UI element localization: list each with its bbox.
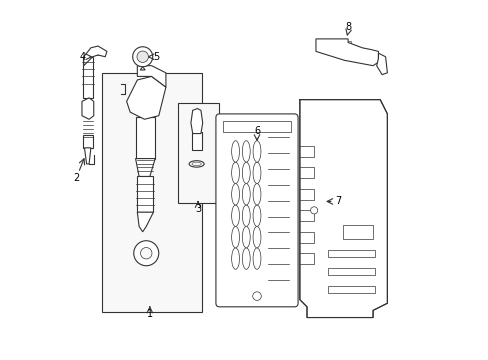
Text: 6: 6: [253, 126, 260, 136]
Bar: [137, 176, 153, 212]
Ellipse shape: [242, 205, 250, 226]
Bar: [192, 132, 202, 150]
Ellipse shape: [253, 226, 261, 248]
Bar: [344, 41, 350, 45]
Ellipse shape: [253, 205, 261, 226]
Bar: [223, 121, 290, 132]
Circle shape: [310, 207, 317, 214]
Bar: [82, 57, 93, 98]
Ellipse shape: [242, 226, 250, 248]
Text: 8: 8: [345, 22, 350, 32]
Polygon shape: [137, 212, 153, 232]
Ellipse shape: [253, 141, 261, 162]
Ellipse shape: [231, 184, 239, 205]
Ellipse shape: [253, 162, 261, 184]
Polygon shape: [315, 39, 378, 66]
Bar: [328, 268, 374, 275]
Ellipse shape: [231, 141, 239, 162]
Text: 7: 7: [334, 197, 341, 206]
Polygon shape: [135, 158, 155, 176]
Ellipse shape: [253, 248, 261, 269]
Polygon shape: [82, 98, 94, 119]
Ellipse shape: [242, 141, 250, 162]
FancyBboxPatch shape: [216, 114, 298, 307]
Polygon shape: [299, 100, 386, 318]
Ellipse shape: [192, 162, 201, 166]
Ellipse shape: [231, 205, 239, 226]
Bar: [321, 41, 327, 45]
Text: 3: 3: [195, 203, 201, 213]
Text: 4: 4: [80, 52, 86, 62]
Circle shape: [137, 51, 148, 63]
Ellipse shape: [189, 161, 203, 167]
Bar: [135, 117, 155, 158]
Polygon shape: [84, 148, 91, 164]
Bar: [91, 51, 100, 55]
Polygon shape: [137, 66, 165, 87]
Bar: [83, 78, 91, 98]
Bar: [102, 73, 201, 312]
Polygon shape: [140, 67, 145, 70]
Ellipse shape: [242, 248, 250, 269]
Ellipse shape: [253, 184, 261, 205]
Circle shape: [134, 241, 159, 266]
Polygon shape: [83, 46, 107, 66]
Bar: [178, 103, 219, 203]
Bar: [328, 250, 374, 257]
Text: 2: 2: [73, 173, 80, 183]
Ellipse shape: [231, 162, 239, 184]
Circle shape: [140, 248, 152, 259]
Bar: [328, 286, 374, 293]
Circle shape: [252, 292, 261, 300]
Ellipse shape: [231, 248, 239, 269]
Ellipse shape: [231, 226, 239, 248]
Text: 5: 5: [152, 52, 159, 62]
Ellipse shape: [242, 162, 250, 184]
Bar: [332, 41, 339, 45]
Bar: [82, 135, 93, 148]
Text: 1: 1: [146, 309, 153, 319]
Circle shape: [132, 47, 152, 67]
Polygon shape: [376, 53, 386, 75]
Ellipse shape: [242, 184, 250, 205]
Polygon shape: [190, 109, 203, 134]
Polygon shape: [126, 76, 165, 119]
Bar: [342, 225, 372, 239]
